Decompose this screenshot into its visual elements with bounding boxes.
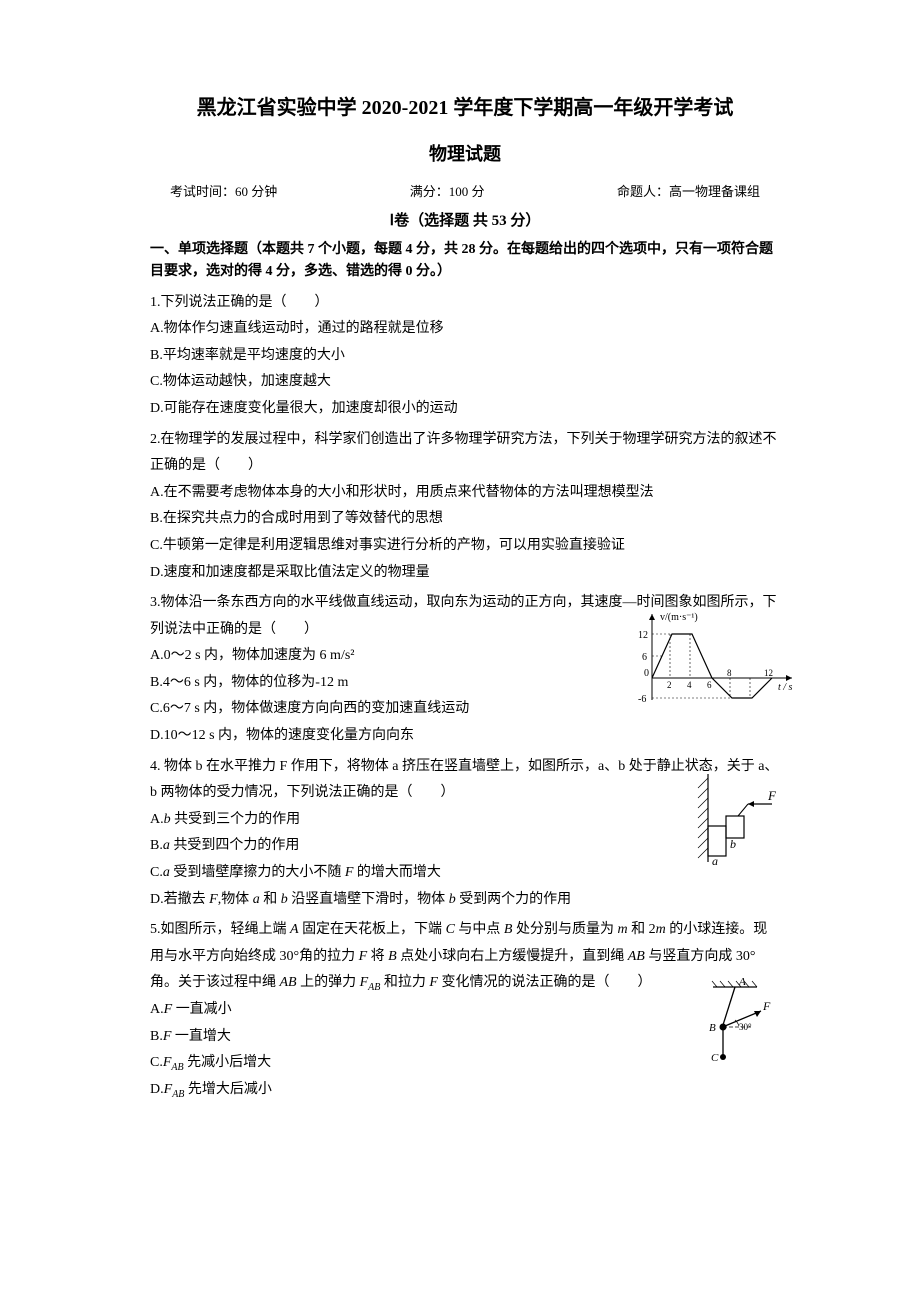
q2-option-D: D.速度和加速度都是采取比值法定义的物理量: [150, 560, 780, 587]
q2-option-A: A.在不需要考虑物体本身的大小和形状时，用质点来代替物体的方法叫理想模型法: [150, 480, 780, 507]
section1-instruction: 一、单项选择题（本题共 7 个小题，每题 4 分，共 28 分。在每题给出的四个…: [150, 239, 780, 284]
svg-text:C: C: [711, 1052, 719, 1064]
question-3: 3.物体沿一条东西方向的水平线做直线运动，取向东为运动的正方向，其速度—时间图象…: [150, 590, 780, 750]
svg-text:4: 4: [687, 680, 692, 690]
svg-text:12: 12: [638, 630, 648, 641]
svg-text:a: a: [712, 854, 718, 866]
q5-option-B: B.F 一直增大: [150, 1024, 780, 1051]
svg-text:t / s: t / s: [778, 682, 793, 693]
full-score-label: 满分：100 分: [410, 180, 485, 203]
question-5: 5.如图所示，轻绳上端 A 固定在天花板上，下端 C 与中点 B 处分别与质量为…: [150, 917, 780, 1104]
svg-text:0: 0: [644, 668, 649, 679]
subject-title: 物理试题: [150, 138, 780, 170]
q1-text: 1.下列说法正确的是（ ）: [150, 290, 780, 317]
q2-text: 2.在物理学的发展过程中，科学家们创造出了许多物理学研究方法，下列关于物理学研究…: [150, 427, 780, 480]
question-1: 1.下列说法正确的是（ ） A.物体作匀速直线运动时，通过的路程就是位移 B.平…: [150, 290, 780, 423]
svg-text:F: F: [767, 788, 777, 803]
svg-text:b: b: [730, 837, 736, 851]
q5-option-C: C.FAB 先减小后增大: [150, 1050, 780, 1077]
q4-wall-blocks-figure: a b F: [690, 766, 780, 866]
q5-rope-balls-figure: A B C F 30°: [695, 975, 790, 1070]
svg-text:12: 12: [764, 668, 773, 678]
question-4: 4. 物体 b 在水平推力 F 作用下，将物体 a 挤压在竖直墙壁上，如图所示，…: [150, 754, 780, 914]
q4-option-D: D.若撤去 F,物体 a 和 b 沿竖直墙壁下滑时，物体 b 受到两个力的作用: [150, 887, 780, 914]
svg-text:6: 6: [642, 652, 647, 663]
q3-vt-graph: v/(m·s⁻¹) t / s 12 6 0 -6 2 4 6 8 12: [620, 608, 800, 708]
q1-option-D: D.可能存在速度变化量很大，加速度却很小的运动: [150, 396, 780, 423]
part-title: Ⅰ卷（选择题 共 53 分）: [150, 208, 780, 235]
q1-option-B: B.平均速率就是平均速度的大小: [150, 343, 780, 370]
q4-text: 4. 物体 b 在水平推力 F 作用下，将物体 a 挤压在竖直墙壁上，如图所示，…: [150, 754, 780, 807]
svg-text:2: 2: [667, 680, 672, 690]
svg-text:F: F: [762, 999, 771, 1013]
q2-option-B: B.在探究共点力的合成时用到了等效替代的思想: [150, 506, 780, 533]
question-2: 2.在物理学的发展过程中，科学家们创造出了许多物理学研究方法，下列关于物理学研究…: [150, 427, 780, 587]
q4-option-A: A.b 共受到三个力的作用: [150, 807, 780, 834]
exam-title: 黑龙江省实验中学 2020-2021 学年度下学期高一年级开学考试: [150, 90, 780, 126]
author-label: 命题人：高一物理备课组: [617, 180, 760, 203]
svg-text:B: B: [709, 1022, 716, 1034]
svg-text:6: 6: [707, 680, 712, 690]
exam-time-label: 考试时间：60 分钟: [170, 180, 277, 203]
svg-text:v/(m·s⁻¹): v/(m·s⁻¹): [660, 612, 698, 623]
svg-text:8: 8: [727, 668, 732, 678]
q5-option-A: A.F 一直减小: [150, 997, 780, 1024]
svg-text:-6: -6: [638, 694, 646, 705]
q3-option-D: D.10～12 s 内，物体的速度变化量方向向东: [150, 723, 780, 750]
q4-option-B: B.a 共受到四个力的作用: [150, 833, 780, 860]
q5-text: 5.如图所示，轻绳上端 A 固定在天花板上，下端 C 与中点 B 处分别与质量为…: [150, 917, 780, 997]
q1-option-A: A.物体作匀速直线运动时，通过的路程就是位移: [150, 316, 780, 343]
q5-option-D: D.FAB 先增大后减小: [150, 1077, 780, 1104]
q1-option-C: C.物体运动越快，加速度越大: [150, 369, 780, 396]
q2-option-C: C.牛顿第一定律是利用逻辑思维对事实进行分析的产物，可以用实验直接验证: [150, 533, 780, 560]
exam-info-row: 考试时间：60 分钟 满分：100 分 命题人：高一物理备课组: [150, 180, 780, 203]
svg-text:A: A: [738, 976, 746, 988]
q4-option-C: C.a 受到墙壁摩擦力的大小不随 F 的增大而增大: [150, 860, 780, 887]
